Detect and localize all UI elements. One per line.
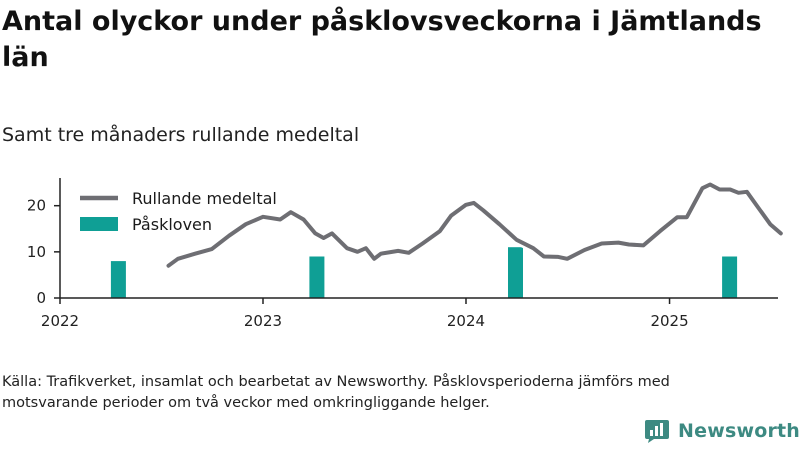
x-tick-label: 2023 xyxy=(244,312,282,330)
bar-paskloven xyxy=(508,247,523,298)
y-tick-label: 10 xyxy=(27,243,46,261)
y-tick-label: 20 xyxy=(27,197,46,215)
bar-paskloven xyxy=(110,261,126,298)
chart-area: 0 10 20 2022 2023 2024 2025 Rullande medeltal P… xyxy=(27,178,786,330)
line-rullande-medeltal xyxy=(166,182,783,268)
bars-layer xyxy=(110,247,738,298)
x-tick-label: 2022 xyxy=(41,312,79,330)
legend: Rullande medeltal Påskloven xyxy=(80,189,277,234)
legend-swatch-bar xyxy=(80,217,118,231)
source-note: Källa: Trafikverket, insamlat och bearbe… xyxy=(2,374,670,411)
bar-paskloven xyxy=(722,256,738,298)
brand-logo[interactable]: Newsworthy xyxy=(644,418,800,444)
legend-label-rullande-medeltal: Rullande medeltal xyxy=(132,189,277,208)
chart-subtitle: Samt tre månaders rullande medeltal xyxy=(2,124,360,146)
legend-label-paskloven: Påskloven xyxy=(132,215,212,234)
bar-paskloven xyxy=(309,256,325,298)
line-layer xyxy=(164,180,786,271)
brand-name: Newsworthy xyxy=(678,420,800,442)
bar-chart-logo-icon xyxy=(645,420,669,443)
y-tick-label: 0 xyxy=(36,289,46,307)
x-tick-label: 2024 xyxy=(447,312,485,330)
chart-title: Antal olyckor under påsklovsveckorna i J… xyxy=(2,6,762,73)
axes-layer: 0 10 20 2022 2023 2024 2025 xyxy=(27,178,778,330)
x-tick-label: 2025 xyxy=(650,312,688,330)
